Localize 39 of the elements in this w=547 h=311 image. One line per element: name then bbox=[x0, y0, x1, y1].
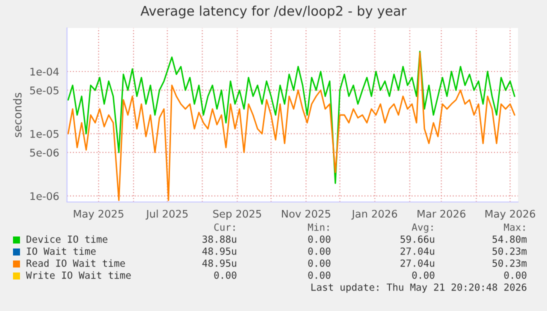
legend-label: Write IO Wait time bbox=[26, 271, 131, 279]
x-tick-label: May 2025 bbox=[74, 210, 124, 220]
text: 0.00 bbox=[412, 271, 434, 279]
text: 0.00 bbox=[308, 271, 330, 279]
text: 50.23m bbox=[492, 259, 527, 267]
y-tick-label: 5e-06 bbox=[30, 148, 59, 157]
text: 48.95u bbox=[202, 259, 236, 267]
text: 38.88u bbox=[202, 235, 236, 243]
y-tick-label: 1e-04 bbox=[30, 68, 59, 76]
x-tick-label: Sep 2025 bbox=[213, 210, 262, 220]
y-tick-label: 1e-06 bbox=[30, 192, 59, 200]
x-tick-label: Jul 2025 bbox=[146, 210, 188, 220]
text: Cur: bbox=[214, 223, 235, 231]
y-tick-label: 1e-05 bbox=[30, 130, 58, 138]
text: Last update: Thu May 21 20:20:48 2026 bbox=[311, 283, 526, 293]
x-tick-label: May 2026 bbox=[485, 210, 536, 220]
y-axis-title: seconds bbox=[13, 92, 22, 138]
text: 50.23m bbox=[492, 247, 527, 255]
x-tick-label: Jan 2026 bbox=[351, 210, 398, 220]
text: Min: bbox=[308, 223, 329, 231]
text: 0.00 bbox=[308, 235, 330, 243]
text: Max: bbox=[504, 224, 525, 231]
text: 27.04u bbox=[400, 247, 434, 255]
legend-label: Device IO time bbox=[26, 235, 108, 243]
x-tick-label: Nov 2025 bbox=[282, 210, 330, 218]
text: Avg: bbox=[412, 224, 433, 233]
legend-label: IO Wait time bbox=[26, 247, 96, 255]
chart-title: Average latency for /dev/loop2 - by year bbox=[140, 6, 407, 18]
text: 48.95u bbox=[202, 247, 236, 255]
legend-label: Read IO Wait time bbox=[26, 259, 125, 267]
text: 0.00 bbox=[214, 271, 236, 279]
text: 27.04u bbox=[400, 259, 434, 267]
text: 0.00 bbox=[308, 259, 330, 267]
text: 0.00 bbox=[308, 247, 330, 255]
x-tick-label: Mar 2026 bbox=[418, 210, 466, 218]
text: 54.80m bbox=[492, 235, 527, 243]
text: 0.00 bbox=[504, 271, 526, 279]
y-tick-label: 5e-05 bbox=[30, 86, 58, 94]
text: 59.66u bbox=[400, 235, 434, 243]
